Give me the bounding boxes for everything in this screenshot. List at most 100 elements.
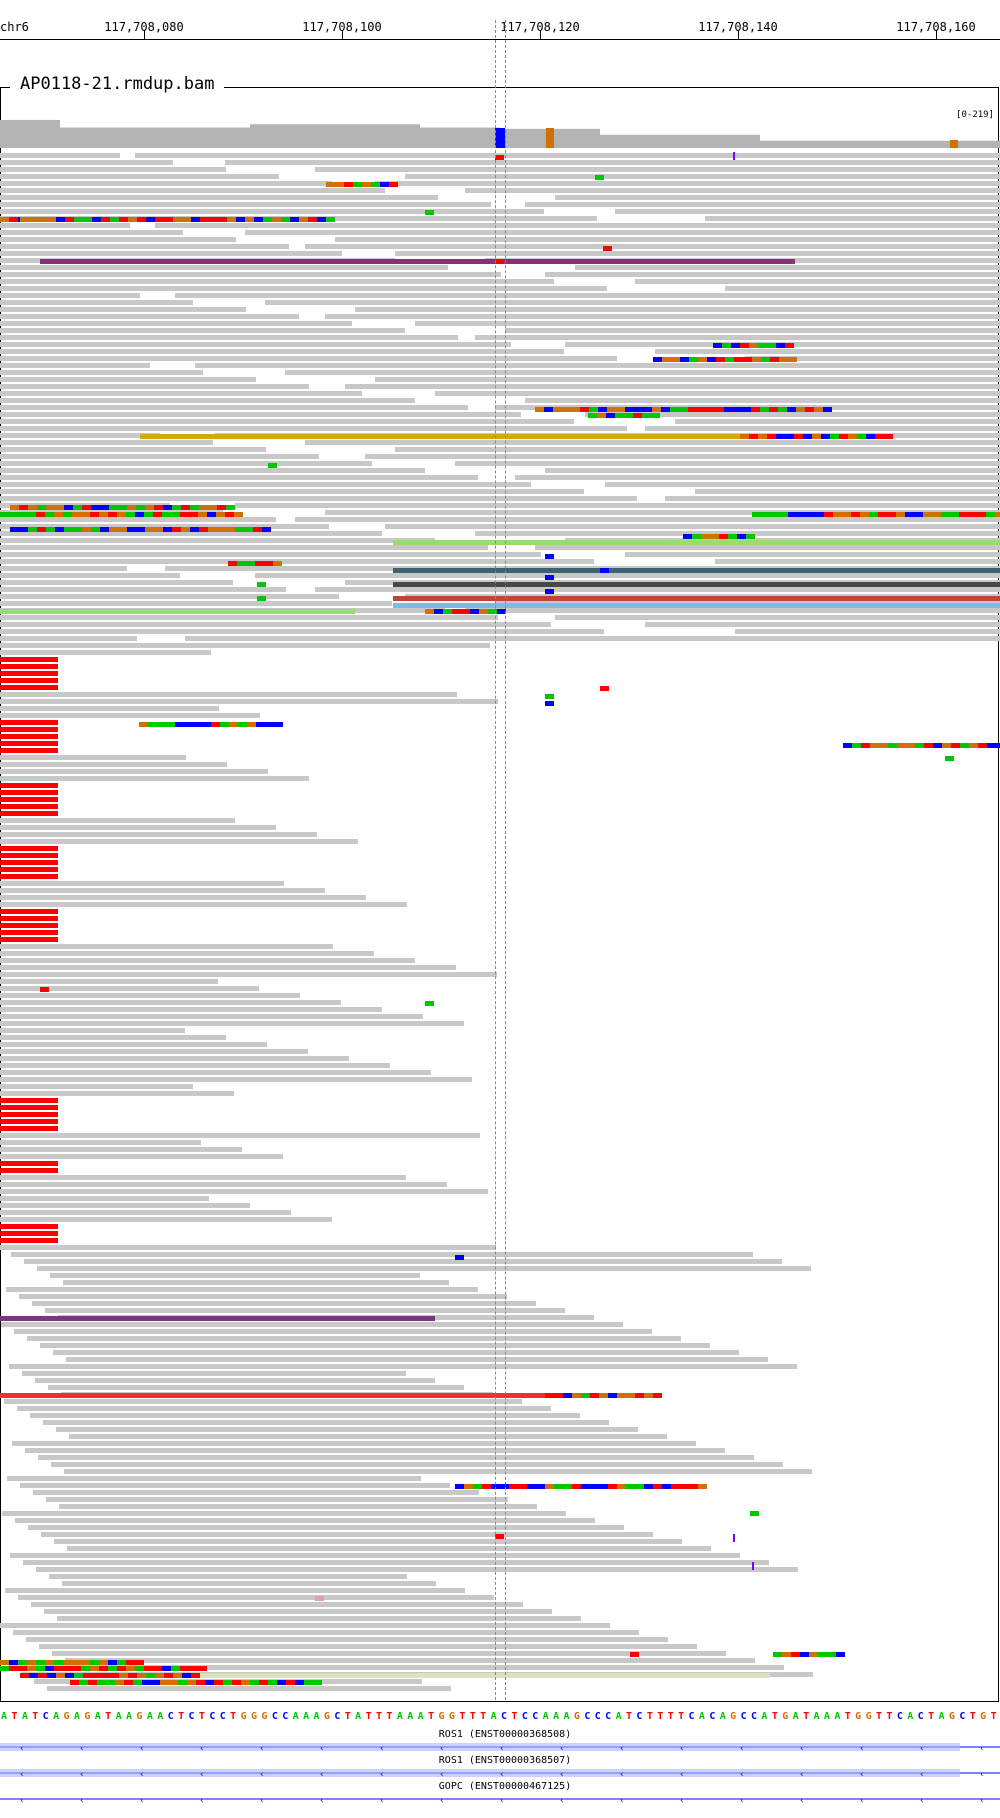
aligned-read[interactable]: [67, 1546, 711, 1551]
aligned-read[interactable]: [0, 482, 531, 487]
aligned-read[interactable]: [455, 461, 1000, 466]
aligned-read[interactable]: [375, 377, 1000, 382]
aligned-read[interactable]: [245, 230, 1000, 235]
aligned-read[interactable]: [655, 349, 1000, 354]
aligned-read[interactable]: [39, 1644, 697, 1649]
aligned-read[interactable]: [0, 1014, 423, 1019]
exon-block[interactable]: [0, 1743, 960, 1751]
aligned-read[interactable]: [13, 1630, 639, 1635]
aligned-read[interactable]: [185, 636, 1000, 641]
aligned-read[interactable]: [0, 1007, 382, 1012]
aligned-read[interactable]: [395, 251, 1000, 256]
aligned-read[interactable]: [0, 1070, 431, 1075]
aligned-read[interactable]: [155, 223, 1000, 228]
aligned-read[interactable]: [0, 1189, 488, 1194]
aligned-read[interactable]: [645, 426, 1000, 431]
aligned-read[interactable]: [1, 1322, 623, 1327]
aligned-read[interactable]: [52, 1651, 726, 1656]
aligned-read[interactable]: [0, 181, 332, 186]
aligned-read[interactable]: [0, 643, 490, 648]
aligned-read[interactable]: [545, 468, 1000, 473]
aligned-read[interactable]: [0, 293, 140, 298]
aligned-read[interactable]: [50, 1273, 420, 1278]
aligned-read[interactable]: [0, 398, 415, 403]
aligned-read[interactable]: [0, 818, 235, 823]
aligned-read[interactable]: [0, 188, 385, 193]
aligned-read[interactable]: [0, 979, 218, 984]
aligned-read[interactable]: [0, 993, 300, 998]
aligned-read[interactable]: [395, 447, 1000, 452]
aligned-read[interactable]: [0, 1140, 201, 1145]
aligned-read[interactable]: [305, 440, 1000, 445]
aligned-read[interactable]: [0, 440, 213, 445]
aligned-read[interactable]: [525, 398, 1000, 403]
aligned-read[interactable]: [0, 265, 448, 270]
aligned-read[interactable]: [0, 650, 211, 655]
aligned-read[interactable]: [41, 1532, 653, 1537]
aligned-read[interactable]: [325, 314, 1000, 319]
aligned-read[interactable]: [0, 475, 478, 480]
aligned-read[interactable]: [0, 986, 259, 991]
aligned-read[interactable]: [20, 1483, 450, 1488]
aligned-read[interactable]: [0, 622, 551, 627]
aligned-read[interactable]: [5, 1588, 465, 1593]
aligned-read[interactable]: [0, 1147, 242, 1152]
aligned-read[interactable]: [225, 160, 1000, 165]
aligned-read[interactable]: [0, 363, 150, 368]
aligned-read[interactable]: [0, 405, 468, 410]
aligned-read[interactable]: [0, 1091, 234, 1096]
aligned-read[interactable]: [255, 573, 1000, 578]
aligned-read[interactable]: [0, 559, 594, 564]
aligned-read[interactable]: [0, 496, 637, 501]
aligned-read[interactable]: [7, 1476, 421, 1481]
aligned-read[interactable]: [0, 349, 564, 354]
aligned-read[interactable]: [14, 1329, 652, 1334]
aligned-read[interactable]: [625, 552, 1000, 557]
aligned-read[interactable]: [0, 307, 246, 312]
aligned-read[interactable]: [0, 839, 358, 844]
aligned-read[interactable]: [37, 1266, 811, 1271]
aligned-read[interactable]: [0, 573, 180, 578]
aligned-read[interactable]: [745, 356, 1000, 361]
aligned-read[interactable]: [0, 384, 309, 389]
aligned-read[interactable]: [295, 517, 1000, 522]
aligned-read[interactable]: [0, 342, 511, 347]
aligned-read[interactable]: [315, 587, 1000, 592]
aligned-read[interactable]: [0, 1245, 496, 1250]
aligned-read[interactable]: [0, 629, 604, 634]
aligned-read[interactable]: [0, 328, 405, 333]
aligned-read[interactable]: [0, 545, 488, 550]
aligned-read[interactable]: [475, 531, 1000, 536]
aligned-read[interactable]: [12, 1441, 696, 1446]
aligned-read[interactable]: [305, 244, 1000, 249]
aligned-read[interactable]: [0, 1077, 472, 1082]
aligned-read[interactable]: [6, 1287, 478, 1292]
aligned-read[interactable]: [0, 1623, 610, 1628]
aligned-read[interactable]: [175, 293, 1000, 298]
aligned-read[interactable]: [0, 902, 407, 907]
aligned-read[interactable]: [43, 1420, 609, 1425]
aligned-read[interactable]: [345, 384, 1000, 389]
aligned-read[interactable]: [0, 174, 279, 179]
aligned-read[interactable]: [0, 776, 309, 781]
aligned-read[interactable]: [0, 461, 372, 466]
aligned-read[interactable]: [9, 1364, 797, 1369]
aligned-read[interactable]: [28, 1525, 624, 1530]
aligned-read[interactable]: [38, 1455, 754, 1460]
aligned-read[interactable]: [0, 202, 491, 207]
aligned-read[interactable]: [0, 951, 374, 956]
aligned-read[interactable]: [0, 1021, 464, 1026]
aligned-read[interactable]: [0, 895, 366, 900]
aligned-read[interactable]: [26, 1637, 668, 1642]
aligned-read[interactable]: [315, 167, 1000, 172]
aligned-read[interactable]: [31, 1602, 523, 1607]
aligned-read[interactable]: [0, 335, 458, 340]
aligned-read[interactable]: [0, 692, 457, 697]
aligned-read[interactable]: [0, 1203, 250, 1208]
aligned-read[interactable]: [475, 335, 1000, 340]
aligned-read[interactable]: [0, 1133, 480, 1138]
aligned-read[interactable]: [65, 1658, 755, 1663]
aligned-read[interactable]: [385, 524, 1000, 529]
exon-block[interactable]: [0, 1769, 960, 1777]
